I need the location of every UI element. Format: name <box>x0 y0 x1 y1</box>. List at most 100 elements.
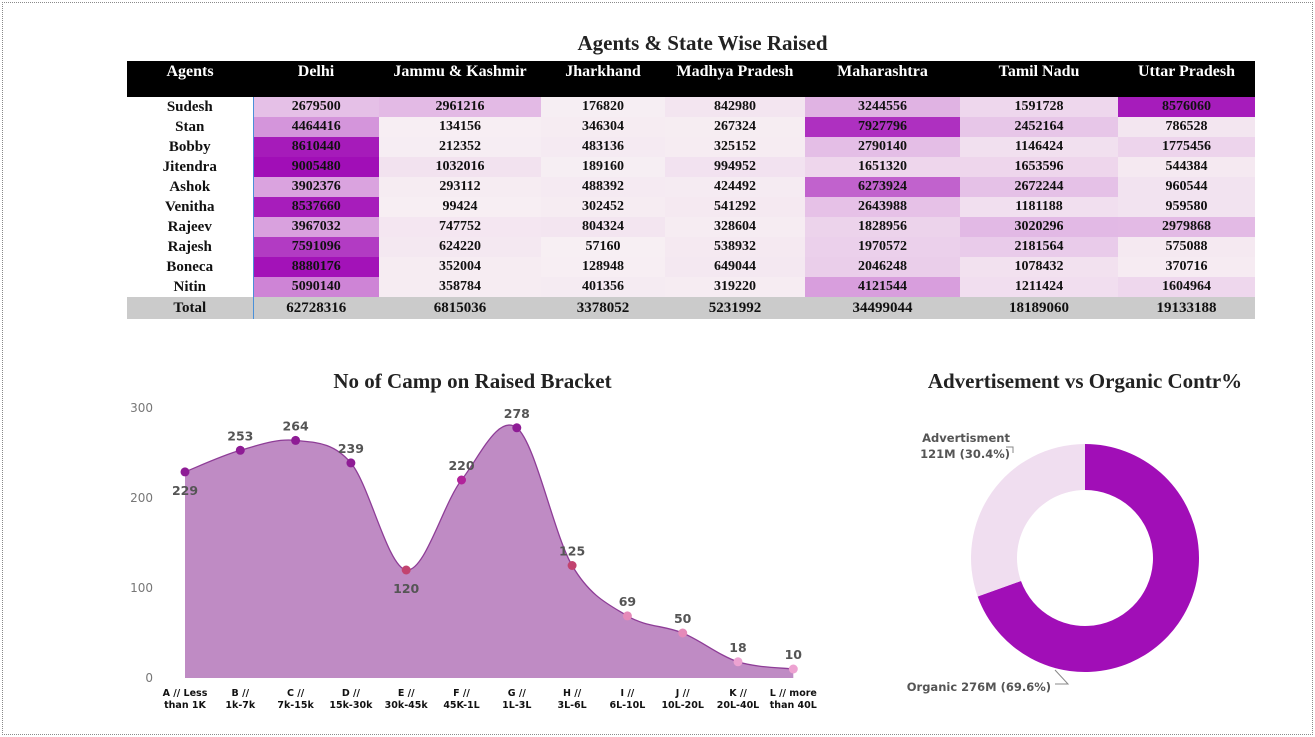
value-cell[interactable]: 3020296 <box>960 217 1118 237</box>
value-cell[interactable]: 1651320 <box>805 157 960 177</box>
data-point[interactable] <box>788 664 798 674</box>
value-cell[interactable]: 8880176 <box>253 257 379 277</box>
value-cell[interactable]: 959580 <box>1118 197 1255 217</box>
value-cell[interactable]: 319220 <box>665 277 805 297</box>
data-point[interactable] <box>235 445 245 455</box>
column-header-state[interactable]: Maharashtra <box>805 61 960 97</box>
value-cell[interactable]: 1653596 <box>960 157 1118 177</box>
agent-name-cell[interactable]: Sudesh <box>127 97 254 117</box>
value-cell[interactable]: 7927796 <box>805 117 960 137</box>
value-cell[interactable]: 3902376 <box>253 177 379 197</box>
value-cell[interactable]: 624220 <box>379 237 541 257</box>
data-point[interactable] <box>512 423 522 433</box>
value-cell[interactable]: 1078432 <box>960 257 1118 277</box>
data-point[interactable] <box>180 467 190 477</box>
value-cell[interactable]: 649044 <box>665 257 805 277</box>
value-cell[interactable]: 544384 <box>1118 157 1255 177</box>
value-cell[interactable]: 1032016 <box>379 157 541 177</box>
value-cell[interactable]: 2452164 <box>960 117 1118 137</box>
value-cell[interactable]: 176820 <box>541 97 665 117</box>
column-header-state[interactable]: Jammu & Kashmir <box>379 61 541 97</box>
value-cell[interactable]: 1604964 <box>1118 277 1255 297</box>
column-header-state[interactable]: Jharkhand <box>541 61 665 97</box>
value-cell[interactable]: 2672244 <box>960 177 1118 197</box>
value-cell[interactable]: 994952 <box>665 157 805 177</box>
agent-name-cell[interactable]: Venitha <box>127 197 254 217</box>
value-cell[interactable]: 1181188 <box>960 197 1118 217</box>
column-header-state[interactable]: Uttar Pradesh <box>1118 61 1255 97</box>
value-cell[interactable]: 352004 <box>379 257 541 277</box>
value-cell[interactable]: 4464416 <box>253 117 379 137</box>
value-cell[interactable]: 128948 <box>541 257 665 277</box>
value-cell[interactable]: 4121544 <box>805 277 960 297</box>
value-cell[interactable]: 267324 <box>665 117 805 137</box>
data-point[interactable] <box>401 565 411 575</box>
value-cell[interactable]: 483136 <box>541 137 665 157</box>
value-cell[interactable]: 1775456 <box>1118 137 1255 157</box>
agent-name-cell[interactable]: Bobby <box>127 137 254 157</box>
value-cell[interactable]: 1146424 <box>960 137 1118 157</box>
value-cell[interactable]: 2643988 <box>805 197 960 217</box>
value-cell[interactable]: 538932 <box>665 237 805 257</box>
value-cell[interactable]: 57160 <box>541 237 665 257</box>
value-cell[interactable]: 3967032 <box>253 217 379 237</box>
value-cell[interactable]: 2790140 <box>805 137 960 157</box>
agent-name-cell[interactable]: Rajesh <box>127 237 254 257</box>
value-cell[interactable]: 8576060 <box>1118 97 1255 117</box>
value-cell[interactable]: 575088 <box>1118 237 1255 257</box>
value-cell[interactable]: 293112 <box>379 177 541 197</box>
data-point[interactable] <box>291 435 301 445</box>
value-cell[interactable]: 1828956 <box>805 217 960 237</box>
agent-name-cell[interactable]: Rajeev <box>127 217 254 237</box>
value-cell[interactable]: 370716 <box>1118 257 1255 277</box>
value-cell[interactable]: 786528 <box>1118 117 1255 137</box>
value-cell[interactable]: 358784 <box>379 277 541 297</box>
value-cell[interactable]: 3244556 <box>805 97 960 117</box>
agent-name-cell[interactable]: Stan <box>127 117 254 137</box>
value-cell[interactable]: 960544 <box>1118 177 1255 197</box>
agent-name-cell[interactable]: Boneca <box>127 257 254 277</box>
value-cell[interactable]: 541292 <box>665 197 805 217</box>
column-header-state[interactable]: Tamil Nadu <box>960 61 1118 97</box>
value-cell[interactable]: 8610440 <box>253 137 379 157</box>
value-cell[interactable]: 401356 <box>541 277 665 297</box>
value-cell[interactable]: 2679500 <box>253 97 379 117</box>
value-cell[interactable]: 2181564 <box>960 237 1118 257</box>
value-cell[interactable]: 804324 <box>541 217 665 237</box>
value-cell[interactable]: 7591096 <box>253 237 379 257</box>
data-point[interactable] <box>733 657 743 667</box>
value-cell[interactable]: 99424 <box>379 197 541 217</box>
value-cell[interactable]: 5090140 <box>253 277 379 297</box>
value-cell[interactable]: 9005480 <box>253 157 379 177</box>
value-cell[interactable]: 1211424 <box>960 277 1118 297</box>
data-point[interactable] <box>678 628 688 638</box>
value-cell[interactable]: 1970572 <box>805 237 960 257</box>
value-cell[interactable]: 424492 <box>665 177 805 197</box>
value-cell[interactable]: 134156 <box>379 117 541 137</box>
data-point[interactable] <box>346 458 356 468</box>
agent-name-cell[interactable]: Nitin <box>127 277 254 297</box>
column-header-state[interactable]: Madhya Pradesh <box>665 61 805 97</box>
value-cell[interactable]: 346304 <box>541 117 665 137</box>
column-header-state[interactable]: Delhi <box>253 61 379 97</box>
donut-slice-advertisment[interactable] <box>971 444 1085 597</box>
value-cell[interactable]: 747752 <box>379 217 541 237</box>
data-point[interactable] <box>622 611 632 621</box>
value-cell[interactable]: 6273924 <box>805 177 960 197</box>
data-point[interactable] <box>567 561 577 570</box>
value-cell[interactable]: 488392 <box>541 177 665 197</box>
value-cell[interactable]: 1591728 <box>960 97 1118 117</box>
value-cell[interactable]: 325152 <box>665 137 805 157</box>
agent-name-cell[interactable]: Jitendra <box>127 157 254 177</box>
agent-name-cell[interactable]: Ashok <box>127 177 254 197</box>
value-cell[interactable]: 8537660 <box>253 197 379 217</box>
value-cell[interactable]: 842980 <box>665 97 805 117</box>
value-cell[interactable]: 2979868 <box>1118 217 1255 237</box>
value-cell[interactable]: 212352 <box>379 137 541 157</box>
value-cell[interactable]: 189160 <box>541 157 665 177</box>
value-cell[interactable]: 302452 <box>541 197 665 217</box>
value-cell[interactable]: 2961216 <box>379 97 541 117</box>
donut-slice-organic[interactable] <box>977 444 1199 672</box>
data-point[interactable] <box>457 475 466 485</box>
value-cell[interactable]: 328604 <box>665 217 805 237</box>
